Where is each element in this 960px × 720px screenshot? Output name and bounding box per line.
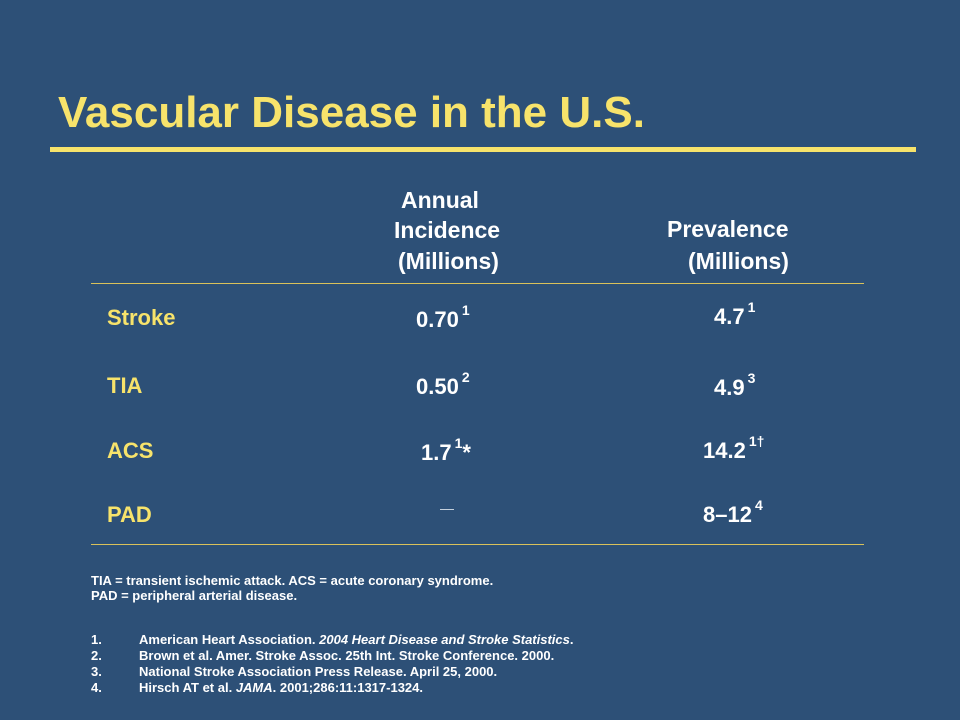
header-divider — [91, 283, 864, 284]
incidence-header-line-3: (Millions) — [398, 248, 499, 274]
reference-text: National Stroke Association Press Releas… — [139, 664, 498, 679]
prevalence-header-line-2: (Millions) — [688, 248, 789, 274]
tia-prevalence-value: 4.9 — [714, 375, 745, 400]
abbreviation-definitions: TIA = transient ischemic attack. ACS = a… — [91, 573, 493, 603]
stroke-incidence: 0.70 1 — [416, 302, 470, 333]
stroke-incidence-ref: 1 — [461, 302, 470, 318]
footer-divider — [91, 544, 864, 545]
reference-number: 4. — [91, 680, 102, 695]
reference-italic: JAMA — [235, 680, 273, 695]
definition-line-1: TIA = transient ischemic attack. ACS = a… — [91, 573, 494, 588]
reference-number: 2. — [91, 648, 102, 663]
title-underline — [50, 147, 916, 152]
pad-prevalence-ref: 4 — [754, 497, 763, 513]
tia-incidence: 0.50 2 — [416, 369, 470, 400]
reference-text-end: . 2001;286:11:1317-1324. — [272, 680, 424, 695]
reference-text: Brown et al. Amer. Stroke Assoc. 25th In… — [139, 648, 555, 663]
stroke-prevalence: 4.7 1 — [714, 299, 755, 330]
acs-prevalence-value: 14.2 — [703, 438, 746, 463]
reference-number: 1. — [91, 632, 102, 647]
reference-text: American Heart Association. — [139, 632, 320, 647]
incidence-header-line-2: Incidence — [394, 217, 501, 243]
slide-title: Vascular Disease in the U.S. — [58, 88, 645, 137]
reference-item: 2. Brown et al. Amer. Stroke Assoc. 25th … — [91, 648, 574, 664]
incidence-header-line-1: Annual — [401, 187, 479, 213]
pad-prevalence: 8–12 4 — [703, 497, 763, 528]
stroke-prevalence-ref: 1 — [747, 299, 756, 315]
reference-item: 1. American Heart Association. 2004 Heart… — [91, 632, 574, 648]
reference-item: 3. National Stroke Association Press Rele… — [91, 664, 574, 680]
reference-number: 3. — [91, 664, 102, 679]
reference-text: Hirsch AT et al. — [139, 680, 236, 695]
acs-incidence-ref: 1 — [454, 435, 463, 451]
reference-italic: 2004 Heart Disease and Stroke Statistics — [319, 632, 570, 647]
acs-prevalence-ref: 1† — [748, 433, 765, 449]
tia-incidence-value: 0.50 — [416, 374, 459, 399]
prevalence-header-line-1: Prevalence — [667, 216, 789, 242]
pad-incidence-dash: — — [440, 500, 454, 516]
tia-prevalence: 4.9 3 — [714, 370, 755, 401]
stroke-prevalence-value: 4.7 — [714, 304, 745, 329]
row-label-stroke: Stroke — [107, 305, 176, 330]
acs-incidence-value: 1.7 — [421, 440, 452, 465]
tia-incidence-ref: 2 — [461, 369, 470, 385]
pad-prevalence-value: 8–12 — [703, 502, 752, 527]
row-label-pad: PAD — [107, 502, 152, 527]
acs-incidence: 1.7 1* — [421, 435, 471, 466]
definition-line-2: PAD = peripheral arterial disease. — [91, 588, 298, 603]
tia-prevalence-ref: 3 — [747, 370, 756, 386]
reference-list: 1. American Heart Association. 2004 Heart… — [91, 632, 574, 696]
reference-text-end: . — [569, 632, 574, 647]
acs-prevalence: 14.2 1† — [703, 433, 764, 464]
reference-item: 4. Hirsch AT et al. JAMA. 2001;286:11:131… — [91, 680, 574, 696]
stroke-incidence-value: 0.70 — [416, 307, 459, 332]
row-label-acs: ACS — [107, 438, 154, 463]
acs-incidence-asterisk: * — [462, 440, 471, 465]
row-label-tia: TIA — [107, 373, 143, 398]
